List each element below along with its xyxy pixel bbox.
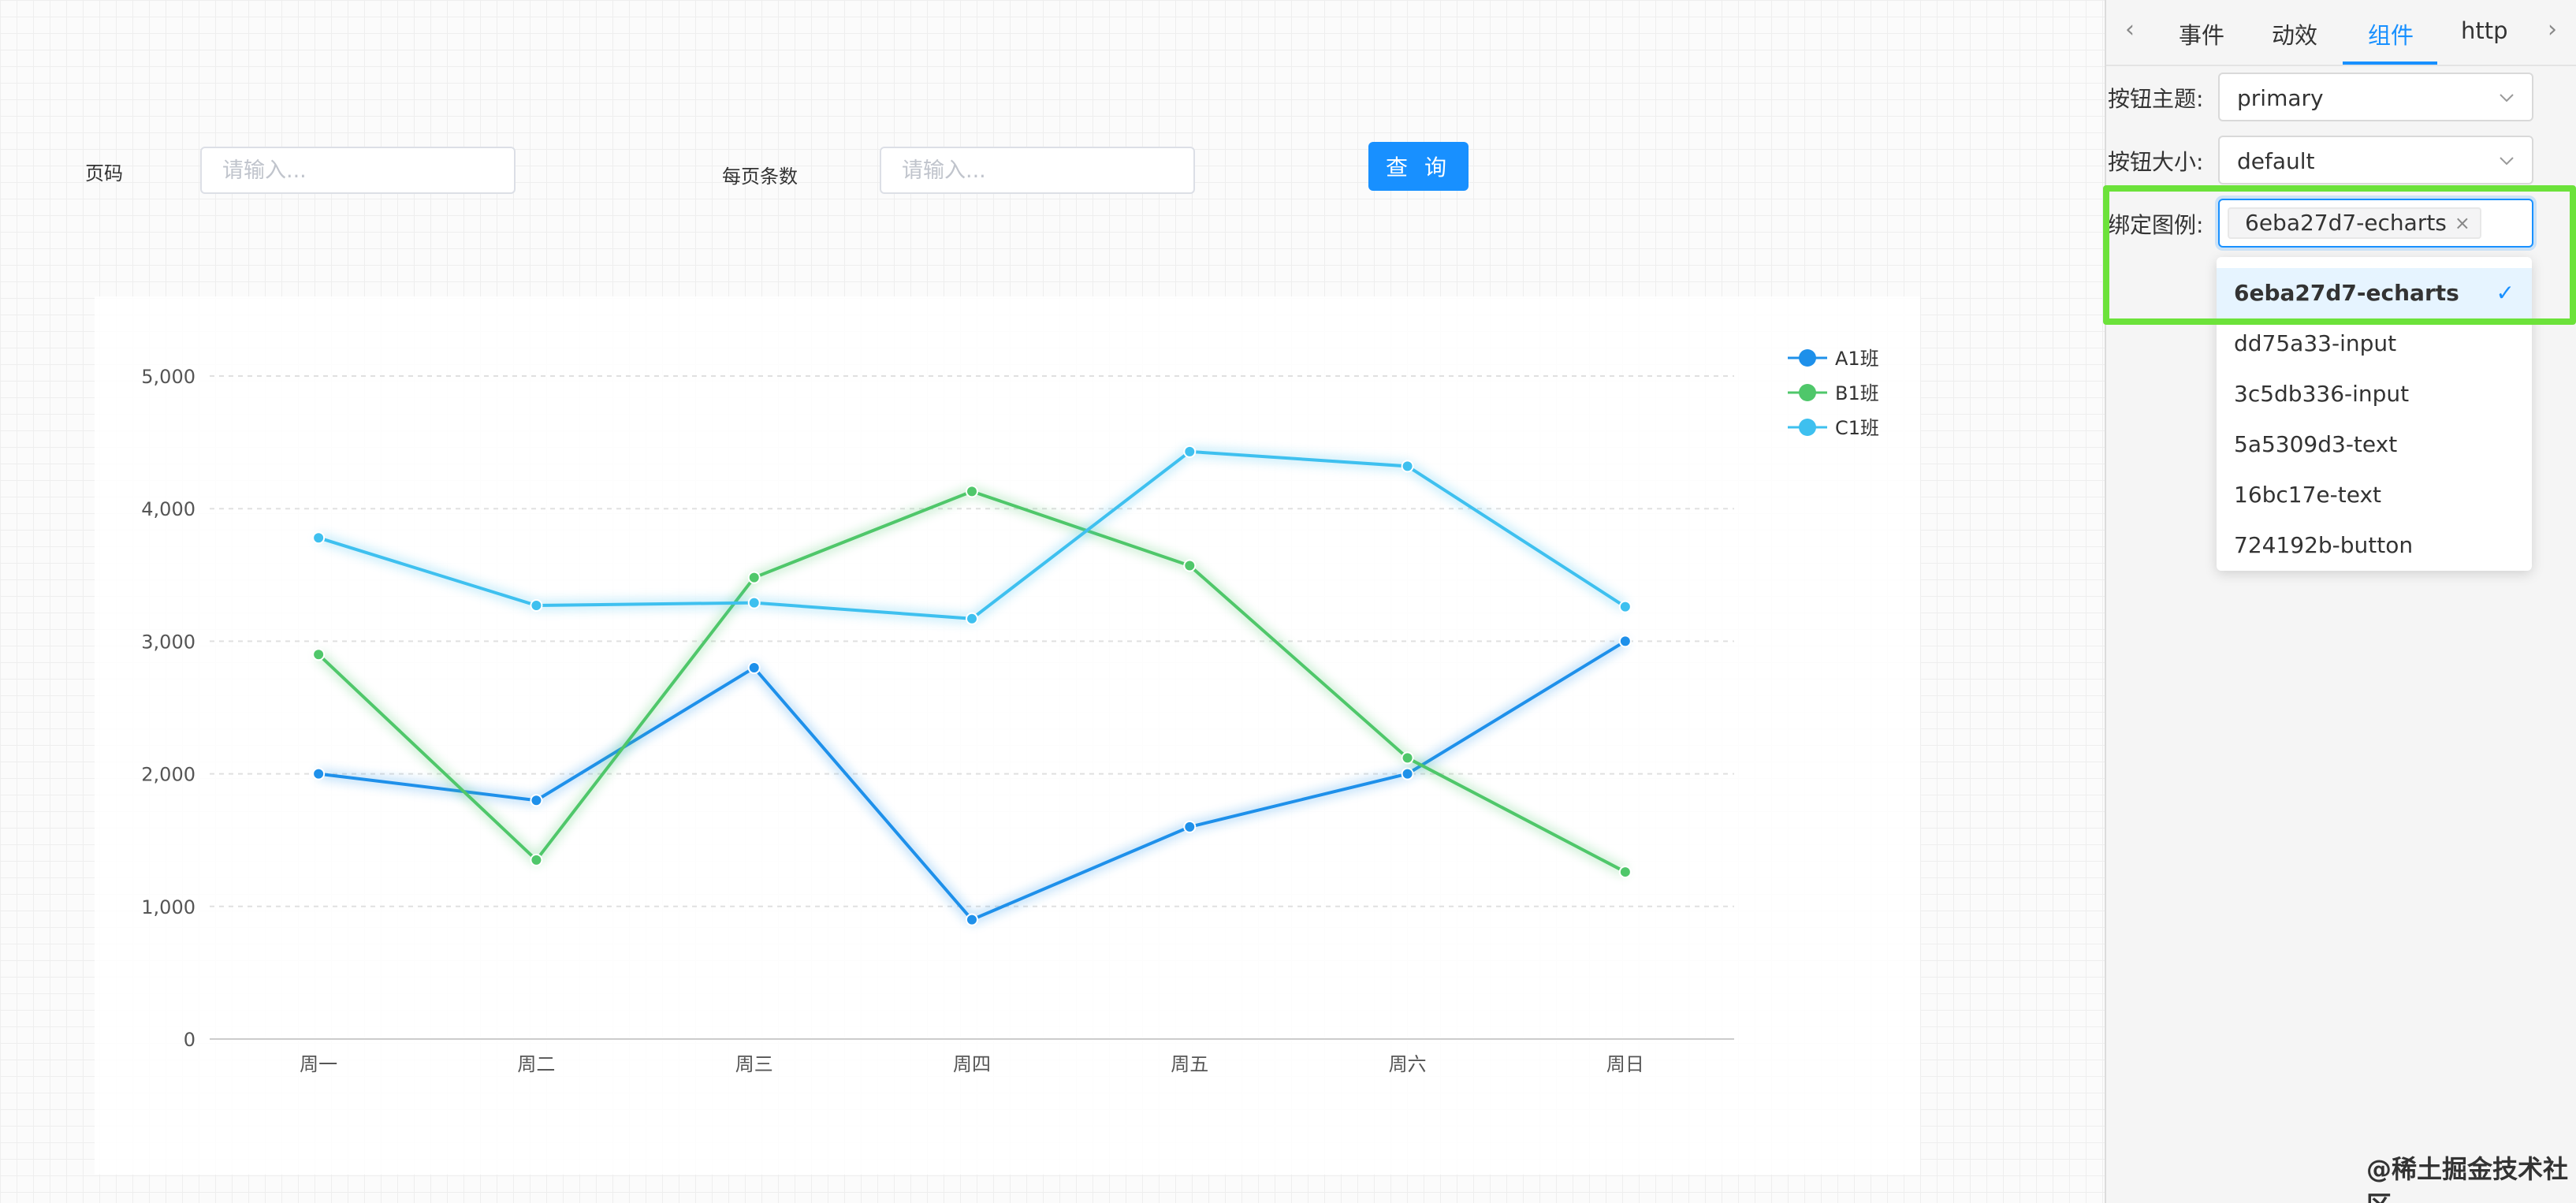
legend-label: A1班 xyxy=(1835,348,1879,370)
y-tick-label: 4,000 xyxy=(141,498,195,520)
check-icon: ✓ xyxy=(2496,280,2515,306)
data-point xyxy=(1183,445,1197,458)
y-tick-label: 1,000 xyxy=(141,896,195,918)
bind-legend-label: 绑定图例: xyxy=(2108,212,2204,238)
series-line xyxy=(318,639,1626,922)
data-point xyxy=(966,913,978,926)
y-tick-label: 2,000 xyxy=(141,764,195,786)
x-tick-label: 周三 xyxy=(735,1053,773,1075)
data-point xyxy=(530,598,543,612)
legend-marker xyxy=(1799,419,1816,436)
chevron-right-icon[interactable]: › xyxy=(2548,16,2557,43)
page-size-label: 每页条数 xyxy=(722,166,798,188)
tab-components[interactable]: 组件 xyxy=(2368,22,2414,49)
option-label: 6eba27d7-echarts xyxy=(2234,280,2459,306)
data-point xyxy=(1618,600,1632,613)
legend-label: B1班 xyxy=(1835,382,1879,404)
line-chart: 0 1,000 2,000 3,000 4,000 5,000 周一 周二 周三 周四 周五 周六 周日… xyxy=(141,348,1879,1075)
design-canvas: 页码 每页条数 查 询 0 1,000 2,000 3,000 4,000 5,000 周一… xyxy=(0,0,2105,1203)
data-point xyxy=(1183,820,1197,833)
data-point xyxy=(312,531,326,545)
data-point xyxy=(1183,559,1197,572)
watermark: @稀土掘金技术社区 xyxy=(2366,1154,2569,1203)
dropdown-option[interactable]: 16bc17e-text xyxy=(2234,482,2382,508)
dropdown-option[interactable]: dd75a33-input xyxy=(2234,330,2397,356)
data-point xyxy=(747,661,761,675)
line-chart-card: 0 1,000 2,000 3,000 4,000 5,000 周一 周二 周三 周四 周五 周六 周日… xyxy=(95,296,1920,1175)
y-tick-label: 0 xyxy=(184,1029,195,1051)
x-tick-label: 周一 xyxy=(300,1053,337,1075)
button-theme-select[interactable]: primary xyxy=(2218,73,2533,121)
series-line xyxy=(317,490,1626,873)
dropdown-option[interactable]: 724192b-button xyxy=(2234,532,2414,558)
x-tick-label: 周四 xyxy=(953,1053,991,1075)
data-point xyxy=(966,485,978,498)
legend-marker xyxy=(1799,349,1816,367)
data-point xyxy=(530,853,543,866)
data-point xyxy=(530,794,543,807)
x-tick-label: 周五 xyxy=(1171,1053,1208,1075)
button-theme-label: 按钮主题: xyxy=(2108,86,2204,112)
button-size-label: 按钮大小: xyxy=(2108,149,2204,175)
chevron-down-icon xyxy=(2500,94,2514,102)
chevron-left-icon[interactable]: ‹ xyxy=(2125,16,2135,43)
dropdown-option[interactable]: 5a5309d3-text xyxy=(2234,431,2398,457)
active-tab-indicator xyxy=(2343,61,2437,65)
data-point xyxy=(1618,866,1632,879)
button-size-value: default xyxy=(2237,148,2315,174)
page-input[interactable] xyxy=(200,147,516,194)
data-point xyxy=(1618,635,1632,648)
x-tick-label: 周日 xyxy=(1606,1053,1644,1075)
legend-label: C1班 xyxy=(1835,417,1879,439)
tab-events[interactable]: 事件 xyxy=(2179,22,2225,49)
data-point xyxy=(1401,460,1414,473)
chevron-down-icon xyxy=(2500,157,2514,166)
legend-dropdown: 6eba27d7-echarts ✓ dd75a33-input 3c5db33… xyxy=(2217,257,2532,571)
page-label: 页码 xyxy=(85,162,123,184)
tab-animation[interactable]: 动效 xyxy=(2272,22,2318,49)
y-tick-label: 3,000 xyxy=(141,631,195,653)
data-point xyxy=(747,596,761,609)
properties-panel: ‹ 事件 动效 组件 http › 按钮主题: primary 按钮大小: de… xyxy=(2105,0,2576,1203)
data-point xyxy=(1401,751,1414,765)
data-point xyxy=(966,612,978,625)
tab-http[interactable]: http xyxy=(2461,17,2508,44)
dropdown-option[interactable]: 3c5db336-input xyxy=(2234,381,2410,407)
query-button[interactable]: 查 询 xyxy=(1368,142,1469,191)
selected-legend-tag-text: 6eba27d7-echarts xyxy=(2245,210,2447,236)
button-size-select[interactable]: default xyxy=(2218,136,2533,184)
dropdown-option[interactable]: 6eba27d7-echarts ✓ xyxy=(2217,268,2532,318)
button-theme-value: primary xyxy=(2237,85,2324,111)
series-glow xyxy=(317,447,1628,623)
series-glow xyxy=(315,487,1628,876)
panel-tabs: ‹ 事件 动效 组件 http › xyxy=(2106,0,2576,66)
data-point xyxy=(747,571,761,584)
close-icon[interactable]: × xyxy=(2454,212,2470,234)
bind-legend-select[interactable]: 6eba27d7-echarts × xyxy=(2218,199,2533,248)
data-point xyxy=(1401,767,1414,780)
x-tick-label: 周二 xyxy=(517,1053,555,1075)
x-tick-label: 周六 xyxy=(1389,1053,1427,1075)
data-point xyxy=(312,767,326,780)
series-glow xyxy=(318,638,1628,925)
page-size-input[interactable] xyxy=(880,147,1195,194)
legend-marker xyxy=(1799,384,1816,401)
y-tick-label: 5,000 xyxy=(141,366,195,388)
selected-legend-tag: 6eba27d7-echarts × xyxy=(2228,207,2481,239)
data-point xyxy=(312,648,326,661)
